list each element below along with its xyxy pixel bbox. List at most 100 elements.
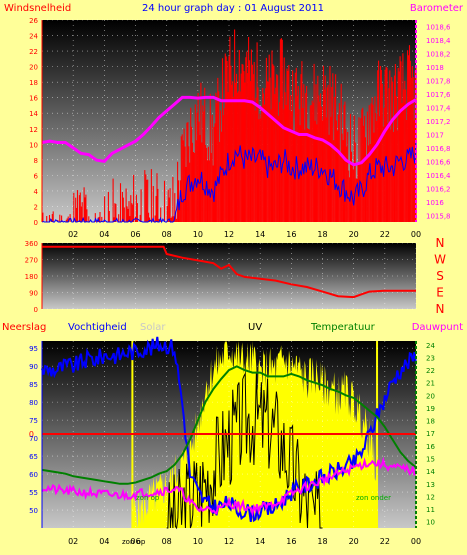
direction-tick-labels: 0 90 180 270 360 [25,240,38,314]
hour-tick-label: 18 [317,230,327,239]
wind-speed-tick-label: 18 [29,79,38,87]
climate-hour-tick-labels: 02 04 06 08 10 12 14 16 18 20 22 00 [68,537,421,546]
compass-letter: E [436,286,444,300]
wind-speed-tick-label: 20 [29,64,38,72]
barometer-tick-label: 1015,8 [426,212,451,220]
compass-letter: N [436,302,445,316]
sunrise-axis-label: zon op [122,538,146,546]
compass-letter: N [436,236,445,250]
temperature-tick-label: 18 [426,418,435,426]
barometer-line [41,95,417,167]
hour-tick-label: 06 [130,230,140,239]
climate-panel-series [41,336,417,530]
climate-hour-tick-label: 16 [286,537,296,546]
hour-tick-label: 14 [255,230,265,239]
climate-hour-tick-label: 18 [317,537,327,546]
barometer-tick-label: 1016 [426,199,444,207]
direction-panel-series [42,245,416,299]
direction-tick-label: 360 [25,240,38,248]
temperature-tick-label: 11 [426,506,435,514]
wind-speed-tick-label: 24 [29,33,38,41]
barometer-tick-label: 1016,2 [426,185,451,193]
dewpoint-legend-label: Dauwpunt [412,322,463,333]
wind-average-line [41,142,417,224]
climate-hour-tick-label: 14 [255,537,265,546]
humidity-tick-label: 65 [29,453,38,461]
humidity-legend-label: Vochtigheid [68,322,127,333]
humidity-tick-labels: 50 55 60 65 70 75 80 85 90 95 [29,345,38,515]
barometer-tick-label: 1017 [426,131,444,139]
wind-speed-tick-label: 10 [29,141,38,149]
barometer-tick-label: 1018,4 [426,37,451,45]
humidity-tick-label: 90 [29,363,38,371]
barometer-tick-labels: 1015,8 1016 1016,2 1016,4 1016,6 1016,8 1017 10… [426,24,451,221]
climate-hour-tick-label: 10 [193,537,203,546]
direction-panel-background [42,243,416,309]
wind-speed-tick-label: 4 [34,188,39,196]
solar-legend-label: Solar [140,322,166,333]
temperature-tick-labels: 10 11 12 13 14 15 16 17 18 19 20 21 22 23 24 [426,342,435,527]
barometer-tick-label: 1016,8 [426,145,451,153]
temperature-tick-label: 12 [426,493,435,501]
barometer-tick-label: 1016,4 [426,172,451,180]
temperature-tick-label: 16 [426,443,435,451]
temperature-tick-label: 17 [426,430,435,438]
direction-tick-label: 0 [34,306,38,314]
humidity-line [41,336,417,523]
temperature-tick-label: 24 [426,342,435,350]
uv-line [166,371,323,530]
humidity-tick-label: 60 [29,471,38,479]
wind-direction-line [42,245,416,299]
wind-speed-tick-label: 0 [34,219,38,227]
barometer-tick-label: 1017,2 [426,118,451,126]
humidity-tick-label: 50 [29,507,38,515]
humidity-tick-label: 80 [29,399,38,407]
hour-tick-label: 00 [411,230,421,239]
climate-hour-tick-label: 12 [224,537,234,546]
barometer-tick-label: 1017,8 [426,78,451,86]
temperature-tick-label: 23 [426,354,435,362]
climate-hour-tick-label: 20 [349,537,359,546]
compass-letter: S [436,269,444,283]
page-title: 24 hour graph day : 01 August 2011 [142,3,324,14]
temperature-tick-label: 19 [426,405,435,413]
climate-hour-tick-label: 00 [411,537,421,546]
hour-tick-label: 04 [99,230,109,239]
humidity-tick-label: 85 [29,381,38,389]
barometer-tick-label: 1017,6 [426,91,451,99]
temperature-tick-label: 15 [426,456,435,464]
direction-tick-label: 270 [25,257,38,265]
temperature-tick-label: 10 [426,519,435,527]
wind-speed-tick-label: 26 [29,17,38,25]
hour-tick-label: 12 [224,230,234,239]
hour-tick-labels: 02 04 06 08 10 12 14 16 18 20 22 00 [68,230,421,239]
barometer-tick-label: 1016,6 [426,158,451,166]
hour-tick-label: 10 [193,230,203,239]
climate-hour-tick-label: 08 [162,537,172,546]
hour-tick-label: 20 [349,230,359,239]
humidity-tick-label: 95 [29,345,38,353]
humidity-tick-label: 70 [29,435,38,443]
temperature-tick-label: 21 [426,380,435,388]
rain-zero-label: 0 [29,430,34,439]
sunrise-plot-label: zon op [136,494,160,502]
hour-tick-label: 16 [286,230,296,239]
temperature-tick-label: 14 [426,468,435,476]
temperature-tick-label: 22 [426,367,435,375]
wind-speed-tick-label: 2 [34,203,38,211]
humidity-tick-label: 75 [29,417,38,425]
uv-legend-label: UV [248,322,262,333]
temperature-tick-label: 13 [426,481,435,489]
direction-tick-label: 90 [29,290,38,298]
climate-hour-tick-label: 22 [380,537,390,546]
barometer-tick-label: 1017,4 [426,105,451,113]
humidity-tick-label: 55 [29,489,38,497]
wind-speed-tick-label: 22 [29,48,38,56]
direction-tick-label: 180 [25,273,38,281]
barometer-tick-label: 1018,2 [426,51,451,59]
barometer-axis-title: Barometer [410,3,464,14]
climate-hour-tick-label: 02 [68,537,78,546]
rain-legend-label: Neerslag [2,322,46,333]
